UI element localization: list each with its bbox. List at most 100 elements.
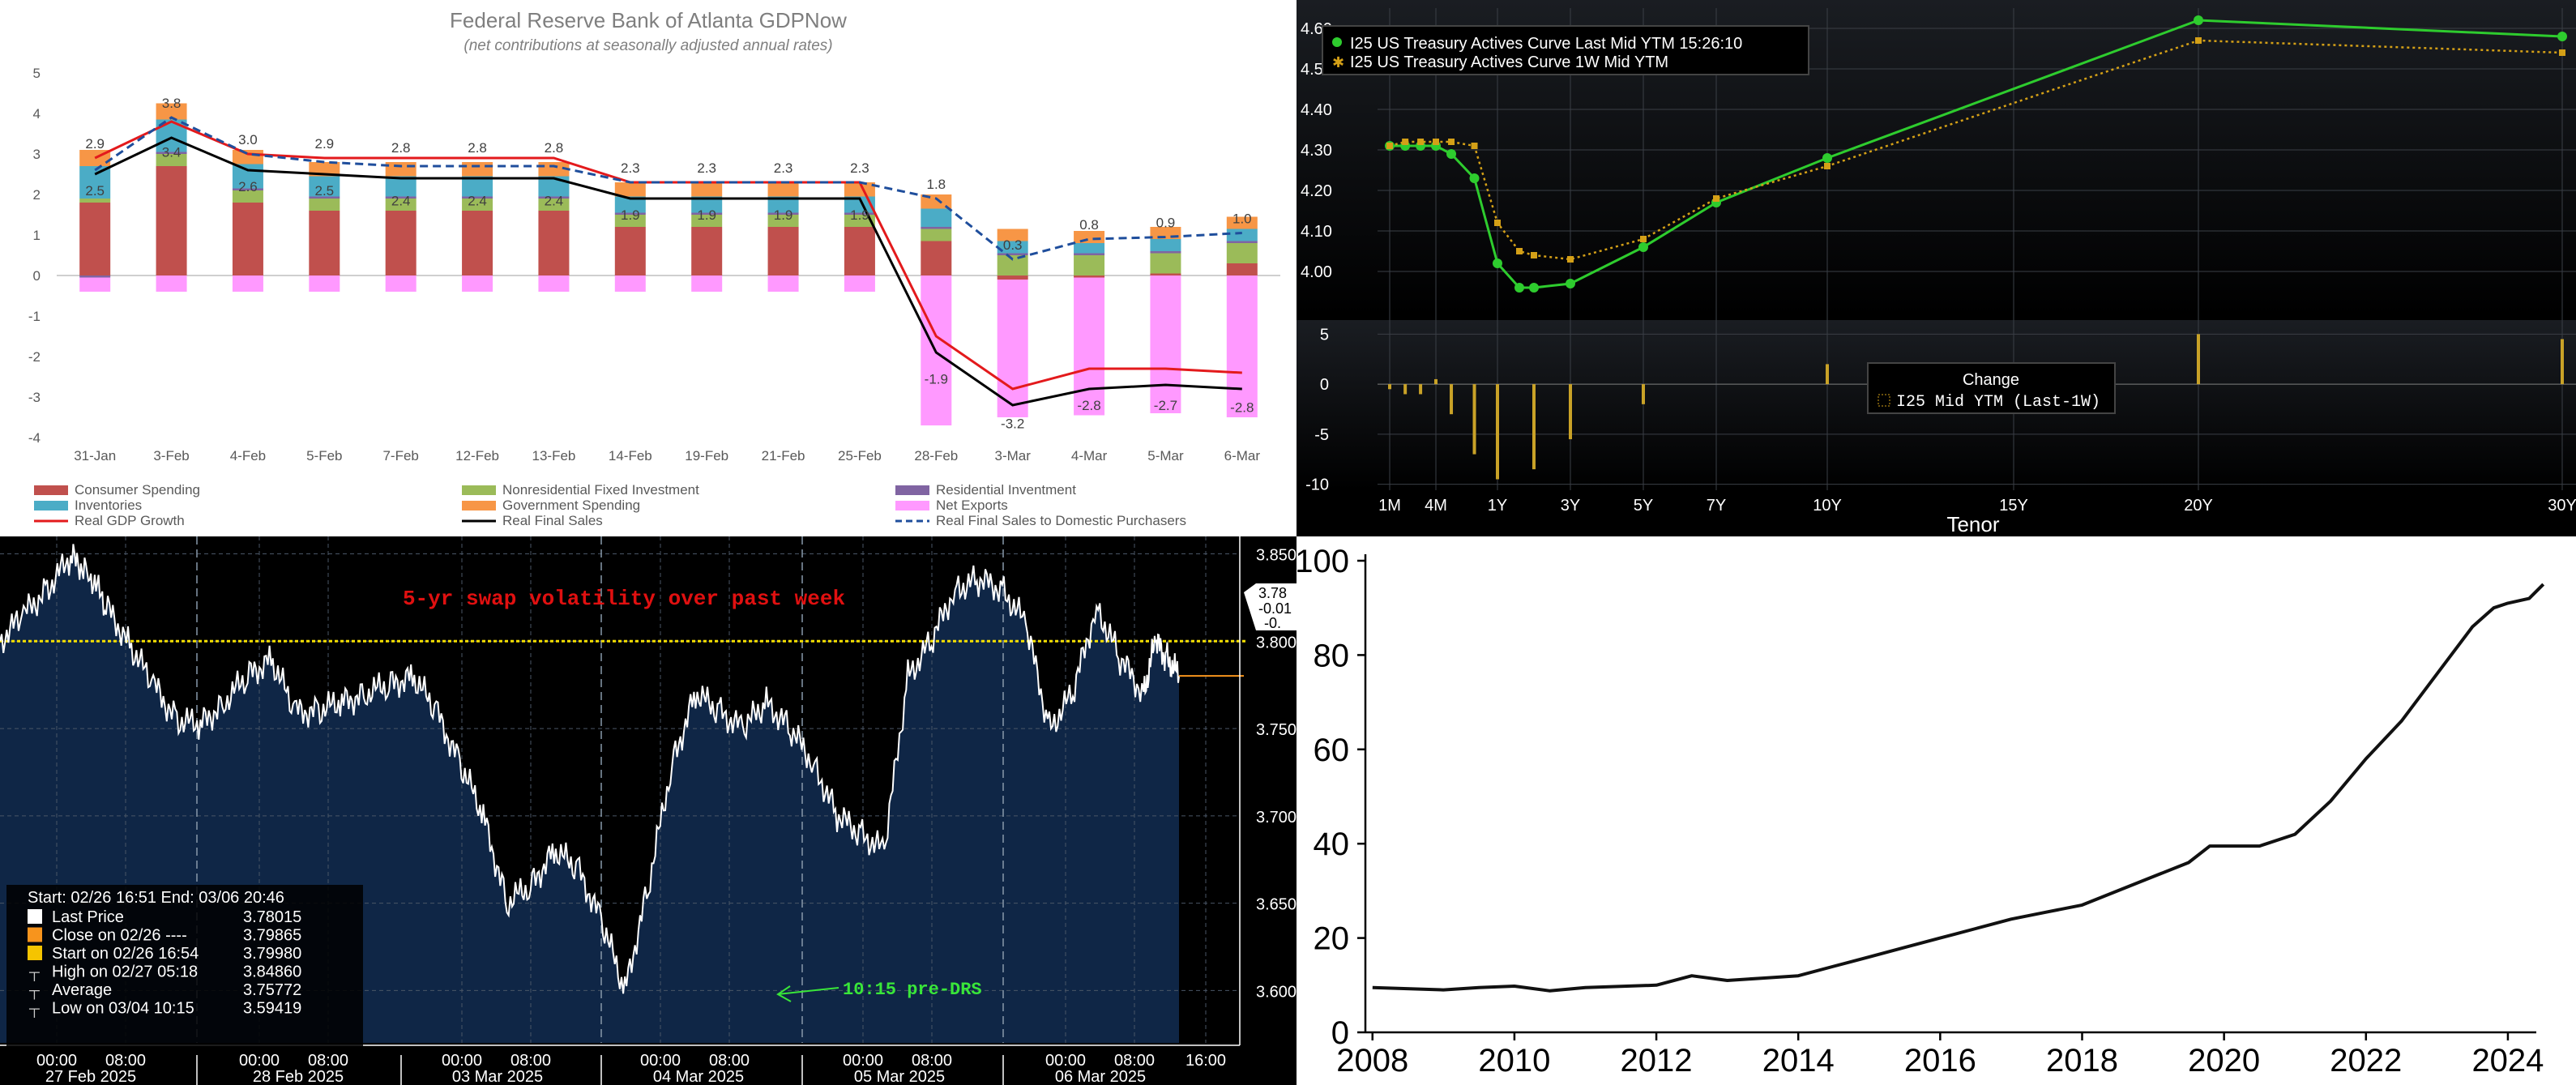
curve-point <box>1448 139 1455 145</box>
y-tick-label: 40 <box>1314 827 1350 862</box>
bar-segment <box>1150 276 1181 413</box>
x-time-label: 00:00 <box>36 1052 77 1070</box>
bar-segment <box>1074 276 1105 278</box>
mid-data-label: 3.4 <box>162 145 182 160</box>
bar-segment <box>309 196 340 199</box>
bar-segment <box>79 276 111 278</box>
y-tick-label: 4.30 <box>1301 142 1332 160</box>
mid-data-label: 2.5 <box>85 183 105 199</box>
curve-point <box>1469 173 1480 183</box>
gdpnow-title: Federal Reserve Bank of Atlanta GDPNow <box>450 8 847 32</box>
y-tick-label: -2 <box>28 349 41 365</box>
info-row-label: Average <box>52 981 112 999</box>
bar-segment <box>1150 253 1181 274</box>
bar-segment <box>309 199 340 211</box>
change-bar <box>1826 364 1829 385</box>
bar-segment <box>691 182 723 197</box>
bar-segment <box>1226 263 1258 276</box>
bar-segment <box>997 280 1028 417</box>
y-tick-label: 1 <box>33 228 41 243</box>
bar-segment <box>921 208 952 227</box>
bar-segment <box>921 227 952 229</box>
legend-label: Net Exports <box>936 498 1008 513</box>
swap-vol-title: 5-yr swap volatility over past week <box>403 587 845 611</box>
info-box-bg <box>6 885 363 1047</box>
x-tick-label: 10Y <box>1813 497 1842 515</box>
curve-point <box>1638 242 1648 252</box>
bar-segment <box>1074 277 1105 416</box>
x-tick-label: 2018 <box>2046 1043 2118 1079</box>
y-tick-label: 0 <box>33 268 41 284</box>
change-bar <box>2561 339 2564 385</box>
curve-point <box>1446 149 1457 159</box>
legend-label: Real Final Sales <box>502 513 603 528</box>
bar-segment <box>538 211 570 276</box>
info-row-value: 3.75772 <box>243 981 301 999</box>
bar-segment <box>156 152 187 154</box>
x-time-label: 00:00 <box>1045 1052 1086 1070</box>
mid-data-label: 2.4 <box>391 194 411 209</box>
change-bar <box>1388 384 1391 390</box>
x-time-label: 08:00 <box>105 1052 146 1070</box>
mid-data-label: -2.7 <box>1154 398 1177 413</box>
legend-label-last: I25 US Treasury Actives Curve Last Mid Y… <box>1350 35 1742 53</box>
x-tick-label: 3-Mar <box>994 448 1031 463</box>
bar-segment <box>156 103 187 120</box>
curve-point <box>1494 220 1501 226</box>
legend-swatch-last <box>1332 37 1342 47</box>
bar-segment <box>844 215 875 227</box>
legend-swatch <box>462 501 496 510</box>
legend-label-1w: I25 US Treasury Actives Curve 1W Mid YTM <box>1350 53 1668 71</box>
bar-segment <box>767 182 799 197</box>
x-time-label: 08:00 <box>1114 1052 1155 1070</box>
y-tick-label: 4.20 <box>1301 182 1332 200</box>
curve-point <box>1529 283 1539 293</box>
mid-data-label: 2.5 <box>314 183 334 199</box>
bar-segment <box>79 277 111 292</box>
bar-segment <box>462 176 493 197</box>
y-tick-label: 0 <box>1331 1015 1349 1051</box>
bar-segment <box>538 176 570 197</box>
growth-line-panel: 0 20 40 60 80 100 2008 2010 2012 2014 2016 2018 2020… <box>1297 536 2576 1085</box>
curve-point <box>1824 163 1831 169</box>
x-tick-label: 13-Feb <box>532 448 576 463</box>
top-data-label: 2.3 <box>697 160 716 176</box>
curve-point <box>1471 143 1478 149</box>
curve-point <box>1402 139 1409 145</box>
bar-segment <box>232 150 263 164</box>
line-series <box>94 116 1242 261</box>
bar-segment <box>156 154 187 166</box>
bar-segment <box>79 166 111 199</box>
curve-point <box>1417 139 1425 145</box>
curve-point <box>1531 252 1537 258</box>
y-tick-label: 3.850 <box>1256 547 1297 565</box>
curve-point <box>1566 279 1575 288</box>
x-date-label: 03 Mar 2025 <box>452 1068 543 1085</box>
bar-segment <box>614 196 646 213</box>
gdpnow-chart: Federal Reserve Bank of Atlanta GDPNow (… <box>28 8 1280 528</box>
bar-segment <box>385 196 417 199</box>
y-tick-label: 4 <box>33 106 41 122</box>
y-tick-label: 20 <box>1314 921 1350 957</box>
info-row-label: Last Price <box>52 908 124 926</box>
price-line <box>0 544 1180 994</box>
bar-segment <box>385 176 417 197</box>
bar-segment <box>1074 243 1105 254</box>
badge-shape <box>1244 583 1297 630</box>
badge-change: -0.01 <box>1258 600 1292 617</box>
x-tick-label: 5-Feb <box>306 448 342 463</box>
curve-point <box>1386 143 1393 149</box>
change-legend-swatch <box>1878 394 1890 407</box>
y-tick-label: 3.700 <box>1256 809 1297 827</box>
x-tick-label: 2012 <box>1621 1043 1693 1079</box>
curve-point <box>1713 195 1719 202</box>
bar-segment <box>691 276 723 292</box>
bar-segment <box>844 276 875 292</box>
mid-data-label: 1.9 <box>850 207 869 223</box>
x-time-label: 08:00 <box>511 1052 551 1070</box>
bar-segment <box>997 253 1028 255</box>
bar-segment <box>1150 239 1181 251</box>
bar-segment <box>997 229 1028 241</box>
info-marker: ┬ <box>28 1001 40 1019</box>
info-row-value: 3.84860 <box>243 963 301 981</box>
